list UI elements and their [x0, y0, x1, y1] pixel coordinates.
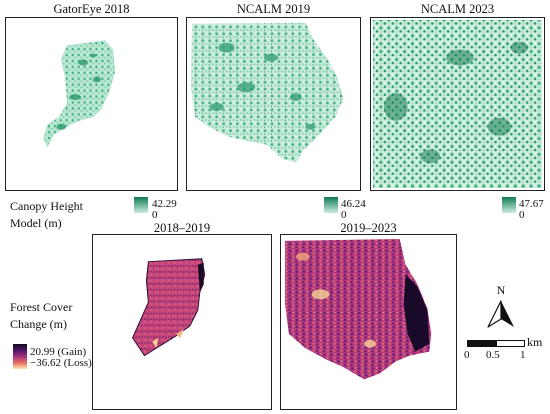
scale-bar-black-segment — [467, 340, 497, 347]
change-legend-title-line1: Forest Cover — [10, 300, 73, 314]
north-arrow-label: N — [496, 283, 506, 297]
scale-bar: km 0 0.5 1 — [464, 334, 550, 366]
chm-max-2023: 47.67 — [519, 198, 544, 210]
chm-color-ramp-2018 — [134, 197, 148, 213]
chm-color-ramp-2023 — [502, 197, 516, 213]
change-color-ramp — [13, 344, 27, 369]
chm-min-2018: 0 — [152, 209, 158, 221]
chm-legend-title: Canopy Height Model (m) — [10, 199, 83, 230]
scale-bar-unit: km — [527, 335, 543, 349]
chm-legend-title-line1: Canopy Height — [10, 199, 83, 213]
chm-map-ncalm-2023 — [372, 19, 543, 189]
map-panel-gatoreye-2018 — [5, 17, 178, 191]
chm-max-2019: 46.24 — [341, 198, 366, 210]
change-legend-title: Forest Cover Change (m) — [10, 300, 72, 331]
scale-tick-1: 1 — [520, 349, 526, 361]
scale-bar-white-segment — [496, 340, 525, 347]
change-map-2019-2023 — [284, 238, 432, 380]
panel-title-gatoreye-2018: GatorEye 2018 — [53, 2, 130, 16]
map-panel-change-2019-2023 — [280, 234, 457, 410]
scale-tick-0: 0 — [464, 349, 470, 361]
map-panel-ncalm-2023 — [370, 17, 545, 191]
chm-map-gatoreye-2018 — [43, 40, 116, 148]
panel-title-ncalm-2023: NCALM 2023 — [420, 2, 495, 16]
change-legend-max: 20.99 (Gain) — [30, 346, 87, 358]
map-panel-ncalm-2019 — [186, 17, 361, 191]
scale-tick-0-5: 0.5 — [486, 349, 500, 361]
panel-title-2019-2023: 2019–2023 — [340, 221, 397, 235]
change-map-2018-2019 — [132, 258, 206, 357]
change-legend-min: −36.62 (Loss) — [30, 357, 92, 369]
change-legend-title-line2: Change (m) — [10, 317, 67, 331]
map-panel-change-2018-2019 — [92, 234, 272, 410]
panel-title-2018-2019: 2018–2019 — [153, 221, 211, 235]
north-arrow-icon — [487, 300, 514, 328]
chm-map-ncalm-2019 — [190, 22, 344, 163]
chm-min-2019: 0 — [341, 209, 347, 221]
chm-min-2023: 0 — [519, 209, 525, 221]
chm-max-2018: 42.29 — [152, 198, 177, 210]
north-arrow: N — [484, 283, 518, 331]
chm-legend-title-line2: Model (m) — [10, 216, 62, 230]
panel-title-ncalm-2019: NCALM 2019 — [236, 2, 311, 16]
chm-color-ramp-2019 — [324, 197, 338, 213]
